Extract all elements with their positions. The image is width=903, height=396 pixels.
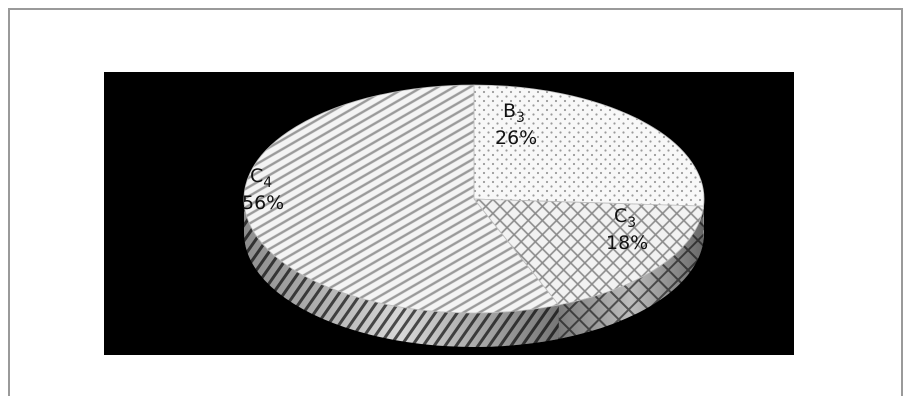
slice-pct-label-c4: 56% [242, 192, 284, 214]
pie-top [243, 84, 705, 314]
pie-slice-b3 [473, 84, 705, 207]
plot-area: B3 26% C3 18% C4 56% [104, 72, 794, 355]
pie-side [244, 199, 704, 347]
pie-side-shade-c3 [558, 206, 704, 339]
pie-side-shade-c4 [244, 199, 559, 347]
slice-name-label-c4: C4 [250, 165, 272, 191]
slice-pct-label-b3: 26% [495, 127, 537, 149]
chart-frame: B3 26% C3 18% C4 56% [8, 8, 903, 396]
pie-slice-c3 [473, 198, 704, 306]
slice-name-label-b3: B3 [503, 100, 525, 126]
slice-pct-label-c3: 18% [606, 232, 648, 254]
slice-name-label-c3: C3 [614, 205, 636, 231]
pie-slice-c4 [243, 84, 560, 314]
